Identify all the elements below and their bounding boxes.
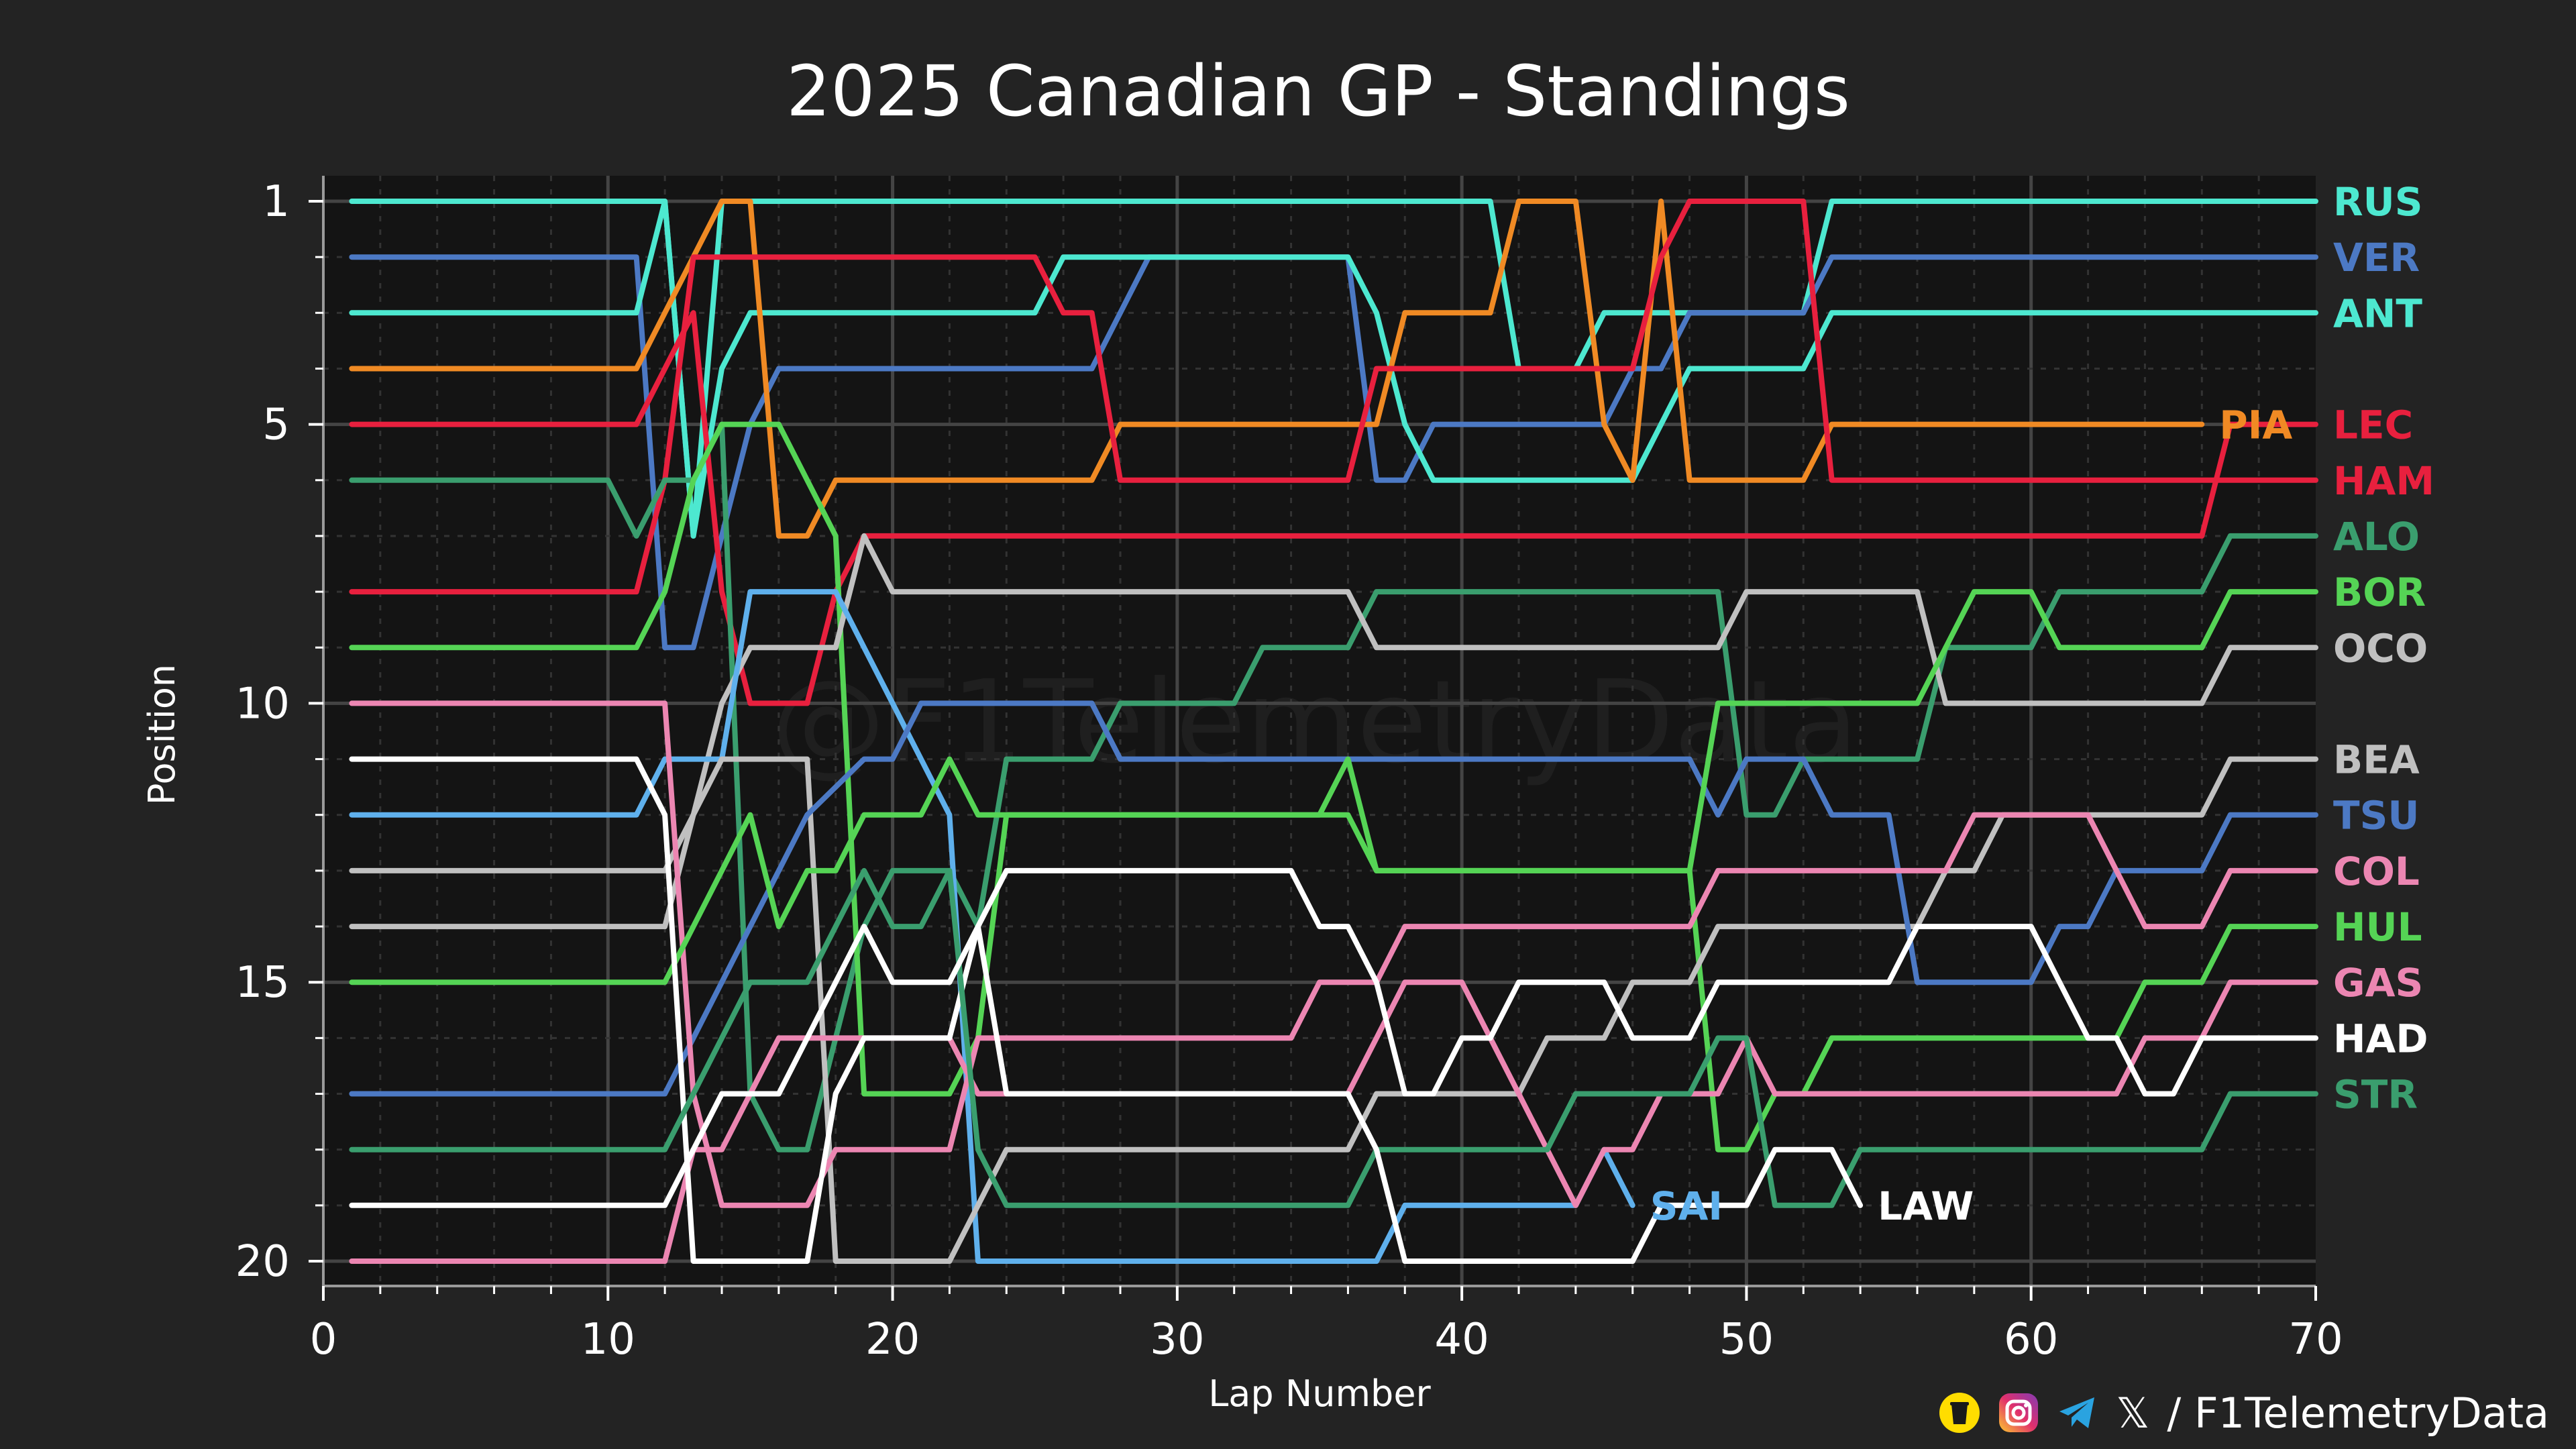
driver-label-ant: ANT bbox=[2333, 290, 2422, 336]
series-line-lec bbox=[349, 310, 2318, 706]
y-tick-label: 20 bbox=[235, 1237, 290, 1287]
driver-label-ham: HAM bbox=[2333, 458, 2434, 504]
series-lines bbox=[349, 199, 2318, 1264]
x-tick-label: 0 bbox=[310, 1315, 337, 1364]
series-line-had bbox=[349, 756, 2318, 1264]
footer-social: 𝕏 / F1TelemetryData bbox=[1939, 1386, 2549, 1440]
x-tick-label: 40 bbox=[1434, 1315, 1489, 1364]
x-axis-label: Lap Number bbox=[1208, 1373, 1431, 1415]
y-tick-label: 1 bbox=[262, 177, 290, 227]
driver-label-lec: LEC bbox=[2333, 402, 2413, 448]
driver-label-bea: BEA bbox=[2333, 737, 2420, 783]
driver-label-pia: PIA bbox=[2219, 402, 2292, 448]
driver-label-had: HAD bbox=[2333, 1016, 2428, 1061]
series-line-law bbox=[349, 924, 1864, 1264]
driver-label-bor: BOR bbox=[2333, 570, 2426, 615]
driver-label-str: STR bbox=[2333, 1072, 2418, 1118]
series-line-oco bbox=[349, 533, 2318, 873]
instagram-icon[interactable] bbox=[1998, 1392, 2039, 1434]
series-line-bor bbox=[349, 589, 2318, 985]
y-tick-label: 10 bbox=[235, 679, 290, 729]
x-tick-label: 60 bbox=[2004, 1315, 2058, 1364]
y-tick-label: 5 bbox=[262, 400, 290, 450]
driver-label-gas: GAS bbox=[2333, 960, 2423, 1006]
driver-label-law: LAW bbox=[1878, 1183, 1974, 1229]
driver-label-col: COL bbox=[2333, 849, 2420, 894]
series-line-col bbox=[349, 700, 2318, 1208]
series-line-bea bbox=[349, 756, 2318, 1264]
driver-label-rus: RUS bbox=[2333, 179, 2423, 225]
driver-label-tsu: TSU bbox=[2333, 793, 2419, 839]
buymeacoffee-icon[interactable] bbox=[1939, 1392, 1980, 1434]
driver-label-alo: ALO bbox=[2333, 514, 2420, 559]
x-tick-label: 20 bbox=[865, 1315, 920, 1364]
x-icon[interactable]: 𝕏 bbox=[2116, 1388, 2150, 1438]
driver-labels: RUS VER ANT PIA LEC HAM ALO HUL OCO SAI BEA TSU COL B… bbox=[1650, 179, 2434, 1229]
y-tick-label: 15 bbox=[235, 958, 290, 1008]
driver-label-sai: SAI bbox=[1650, 1183, 1723, 1229]
plot-area bbox=[323, 176, 2316, 1286]
x-tick-label: 50 bbox=[1719, 1315, 1774, 1364]
driver-label-hul: HUL bbox=[2333, 904, 2422, 950]
series-line-str bbox=[349, 867, 2318, 1208]
x-tick-label: 10 bbox=[581, 1315, 635, 1364]
telegram-icon[interactable] bbox=[2057, 1392, 2098, 1434]
social-handle: / F1TelemetryData bbox=[2167, 1388, 2549, 1438]
x-tick-label: 70 bbox=[2288, 1315, 2343, 1364]
y-axis-label: Position bbox=[141, 664, 183, 805]
driver-label-oco: OCO bbox=[2333, 625, 2428, 671]
series-line-ham bbox=[349, 199, 2318, 595]
series-line-gas bbox=[349, 979, 2318, 1264]
chart-title: 2025 Canadian GP - Standings bbox=[786, 50, 1850, 132]
x-tick-label: 30 bbox=[1150, 1315, 1204, 1364]
driver-label-ver: VER bbox=[2333, 235, 2420, 280]
